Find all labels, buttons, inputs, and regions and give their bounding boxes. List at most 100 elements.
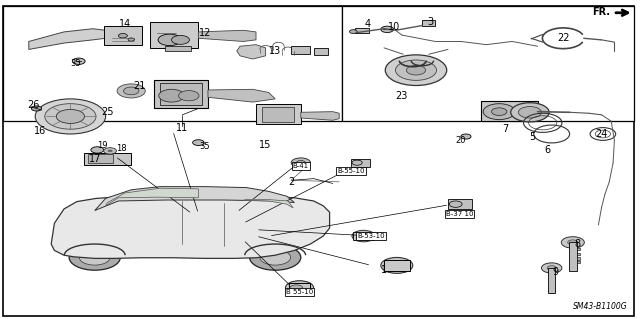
Text: FR.: FR.	[593, 7, 611, 17]
Text: 20: 20	[456, 136, 466, 145]
Circle shape	[172, 35, 189, 44]
Circle shape	[541, 263, 562, 273]
Circle shape	[104, 148, 116, 154]
Circle shape	[56, 109, 84, 123]
Text: 2: 2	[288, 177, 294, 187]
Text: 26: 26	[27, 100, 40, 110]
Circle shape	[352, 230, 375, 242]
Circle shape	[260, 250, 291, 265]
Bar	[481, 101, 538, 121]
Circle shape	[31, 106, 42, 111]
Bar	[150, 22, 198, 48]
Text: 21: 21	[133, 81, 146, 91]
Text: 5: 5	[529, 132, 536, 142]
Bar	[422, 20, 435, 26]
Polygon shape	[243, 199, 293, 208]
Text: 25: 25	[101, 107, 114, 117]
Bar	[577, 253, 580, 255]
Bar	[577, 248, 580, 250]
Text: 11: 11	[176, 122, 189, 133]
Bar	[342, 6, 634, 121]
Text: 14: 14	[118, 19, 131, 29]
Bar	[353, 232, 374, 240]
Text: 3: 3	[427, 17, 433, 27]
Text: 35: 35	[200, 142, 210, 151]
Circle shape	[72, 58, 85, 64]
Circle shape	[108, 150, 113, 152]
Bar	[351, 159, 370, 167]
Circle shape	[193, 140, 204, 145]
Bar	[577, 257, 580, 260]
Circle shape	[547, 266, 556, 270]
Circle shape	[118, 33, 127, 38]
Polygon shape	[301, 112, 339, 120]
Text: 13: 13	[269, 46, 282, 56]
Text: 8: 8	[575, 239, 581, 249]
Circle shape	[158, 34, 181, 46]
Text: B-55-10: B-55-10	[337, 168, 364, 174]
Text: 19: 19	[97, 141, 108, 150]
Text: 10: 10	[387, 22, 400, 32]
Circle shape	[159, 89, 184, 102]
Circle shape	[396, 60, 436, 80]
Circle shape	[449, 201, 462, 207]
Text: SM43-B1100G: SM43-B1100G	[573, 302, 627, 311]
Text: 16: 16	[34, 126, 47, 136]
Circle shape	[179, 91, 199, 101]
Bar	[355, 28, 369, 33]
Circle shape	[285, 281, 314, 295]
Circle shape	[290, 285, 303, 291]
Text: 35: 35	[70, 59, 81, 68]
Text: 9: 9	[552, 267, 559, 277]
Text: 22: 22	[557, 33, 570, 43]
Circle shape	[406, 65, 426, 75]
Text: B-53-10: B-53-10	[357, 233, 385, 239]
Bar	[160, 83, 202, 105]
Circle shape	[381, 26, 394, 33]
Polygon shape	[106, 188, 198, 206]
Polygon shape	[208, 89, 275, 102]
Polygon shape	[29, 29, 106, 49]
Text: 1: 1	[381, 264, 387, 275]
Circle shape	[561, 237, 584, 248]
Bar	[548, 268, 555, 293]
Text: 6: 6	[544, 145, 550, 155]
Circle shape	[349, 30, 357, 33]
Polygon shape	[237, 45, 266, 59]
Bar	[154, 80, 208, 108]
Text: B-41: B-41	[292, 163, 309, 169]
Bar	[448, 199, 472, 209]
Circle shape	[461, 134, 471, 139]
Bar	[569, 242, 577, 271]
Bar	[314, 48, 328, 55]
Circle shape	[250, 245, 301, 270]
Polygon shape	[198, 30, 256, 41]
Circle shape	[389, 262, 404, 269]
Circle shape	[518, 107, 541, 118]
Circle shape	[35, 99, 106, 134]
Circle shape	[128, 38, 134, 41]
Text: 17: 17	[88, 154, 101, 165]
Bar	[165, 46, 191, 51]
Bar	[289, 283, 310, 292]
Bar	[256, 104, 301, 124]
Bar	[3, 6, 342, 121]
Text: 23: 23	[396, 91, 408, 101]
Circle shape	[291, 158, 310, 167]
Text: 18: 18	[116, 144, 127, 153]
Text: 4: 4	[365, 19, 371, 29]
Bar	[577, 261, 580, 263]
Circle shape	[568, 240, 578, 245]
Bar	[384, 260, 410, 271]
Text: 24: 24	[595, 129, 608, 139]
Text: 15: 15	[259, 140, 272, 150]
Circle shape	[352, 160, 362, 165]
Circle shape	[483, 104, 515, 120]
Circle shape	[381, 257, 413, 273]
Text: B-37 10: B-37 10	[446, 211, 473, 217]
Bar	[104, 26, 142, 45]
Circle shape	[79, 250, 110, 265]
Text: 12: 12	[198, 28, 211, 39]
Circle shape	[511, 103, 549, 122]
Polygon shape	[51, 195, 330, 258]
